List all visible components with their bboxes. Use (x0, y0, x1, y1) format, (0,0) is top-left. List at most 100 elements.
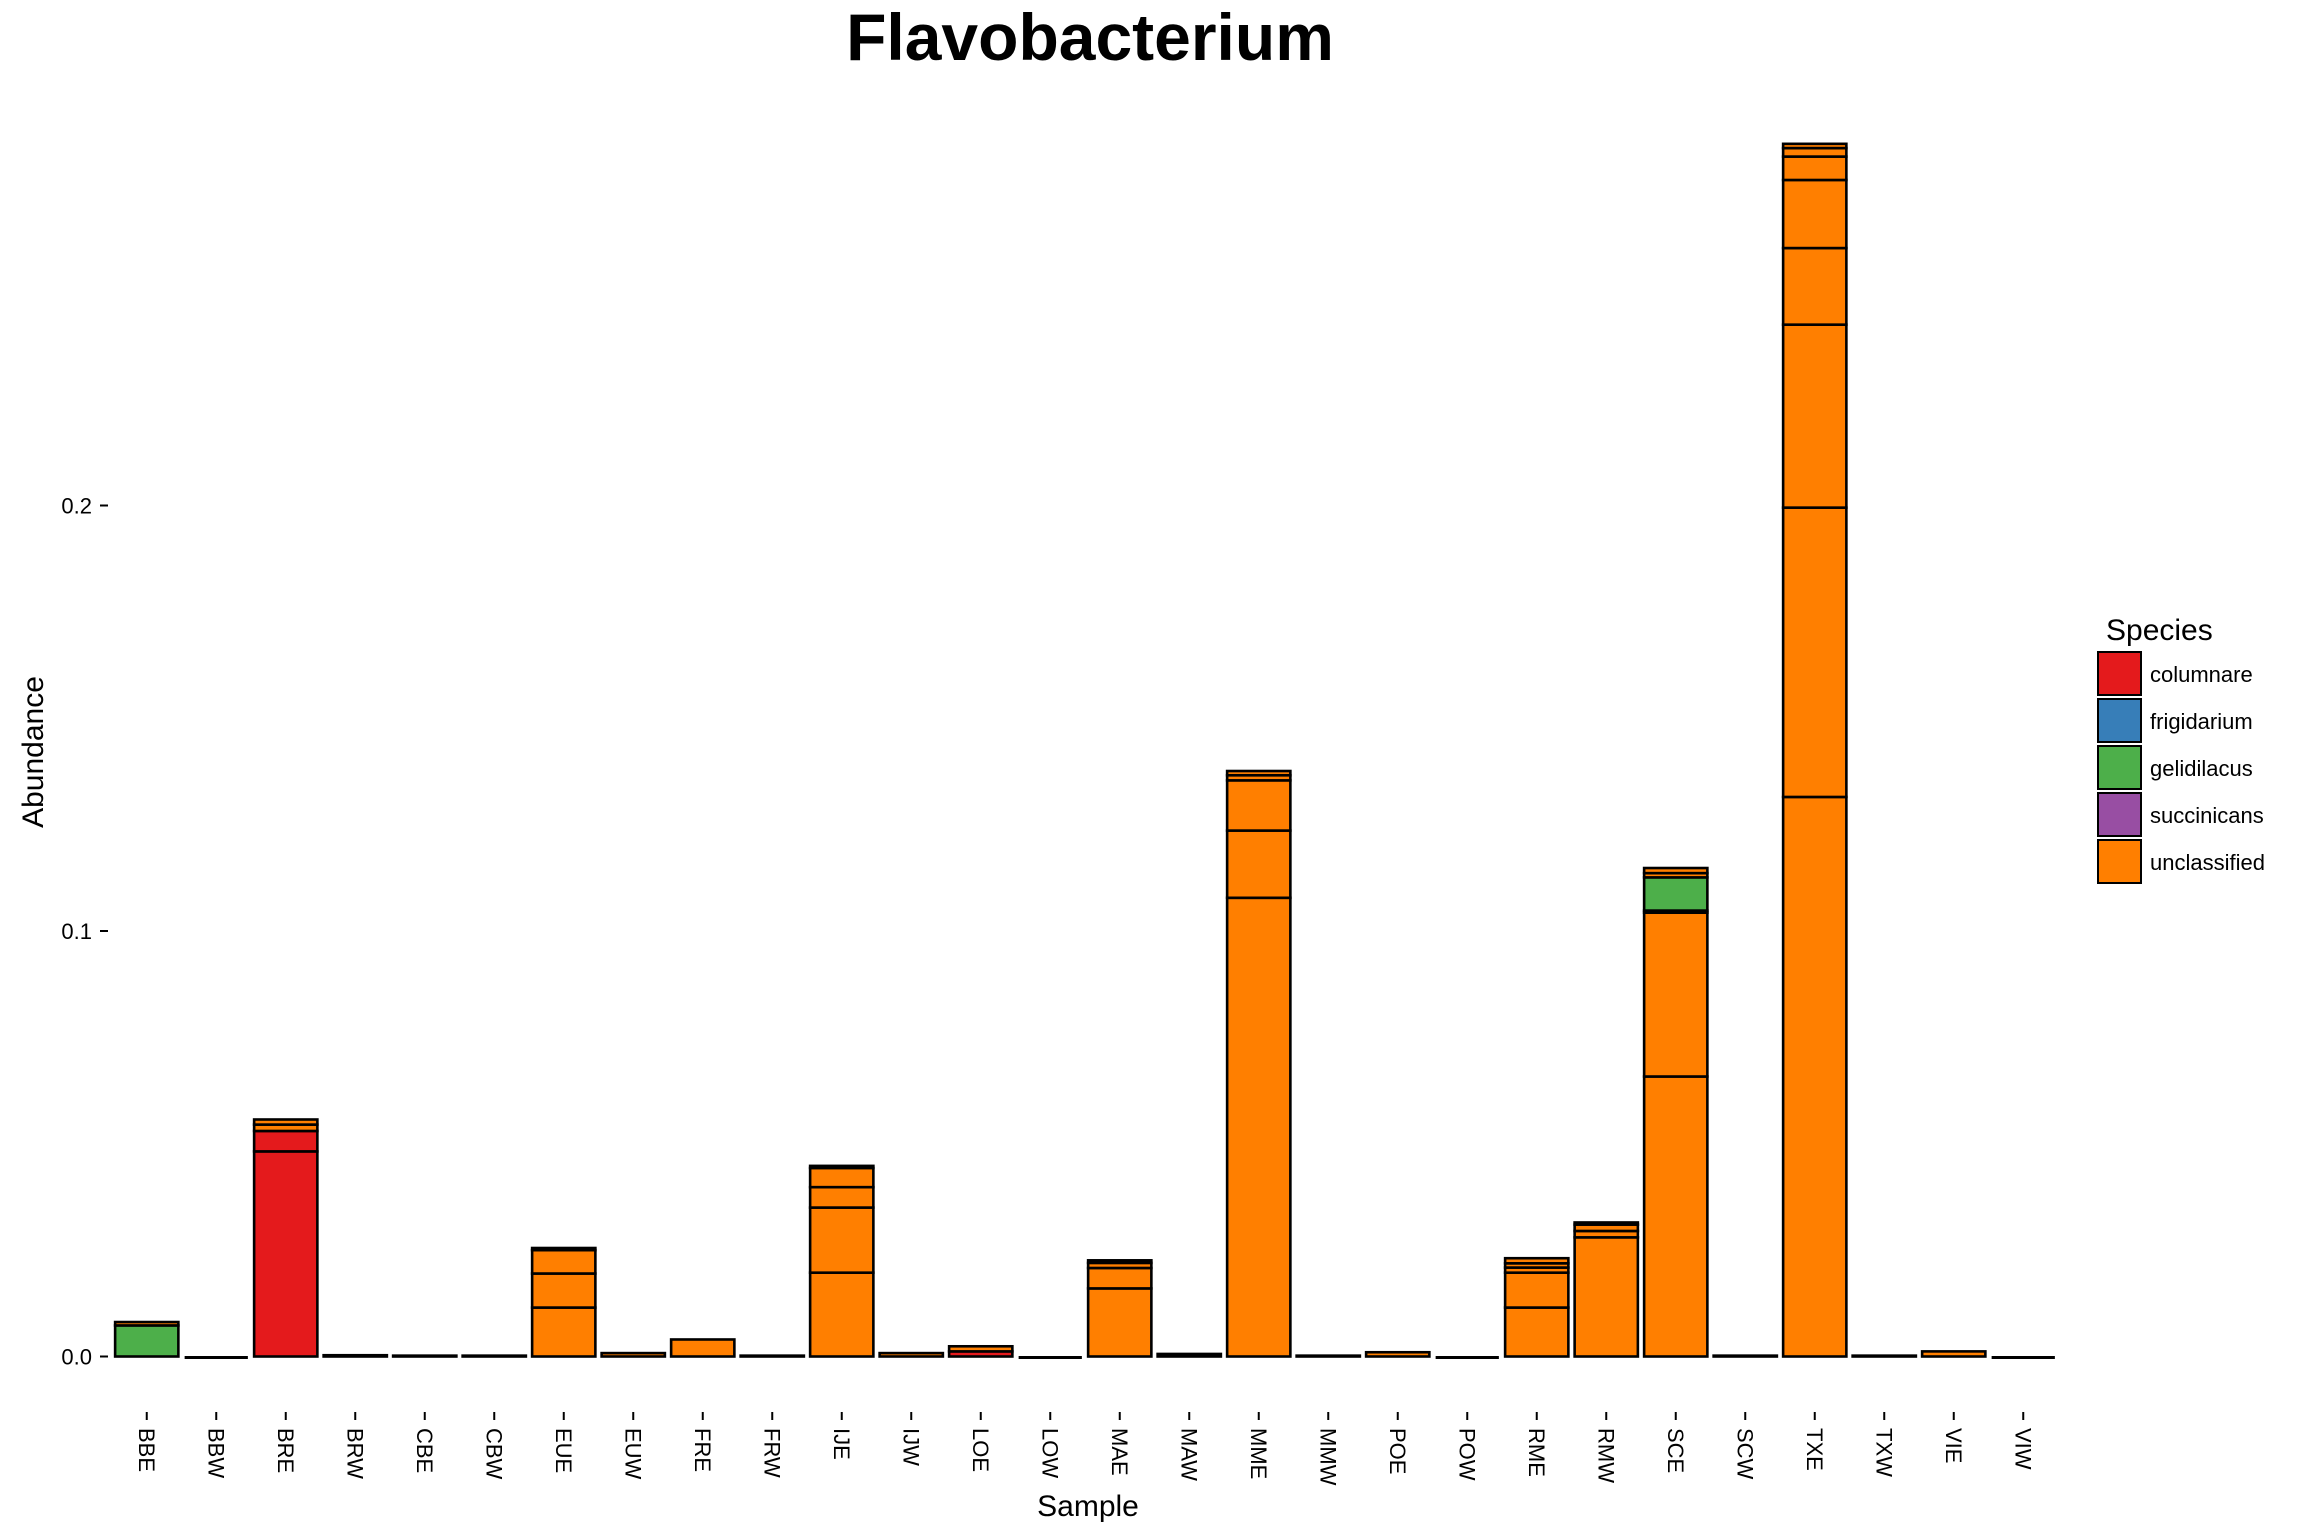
x-tick-label-cbe: CBE (412, 1428, 437, 1473)
bar-segment-mae-0 (1086, 1287, 1153, 1358)
bar-segment-rmw-3 (1573, 1221, 1640, 1226)
bar-segment-sce-3 (1642, 876, 1709, 912)
x-tick-label-viw: VIW (2010, 1428, 2035, 1470)
y-axis: 0.0 0.1 0.2 (61, 494, 108, 1370)
bar-segment-txe-5 (1781, 155, 1848, 182)
bar-segment-bre-1 (252, 1129, 319, 1153)
bar-segment-scw-0 (1712, 1354, 1779, 1358)
bar-segment-rme-4 (1503, 1256, 1570, 1265)
x-tick-label-bre: BRE (273, 1428, 298, 1473)
bar-segment-rme-0 (1503, 1306, 1570, 1358)
x-tick-label-mmw: MMW (1315, 1428, 1340, 1486)
x-tick-label-eue: EUE (551, 1428, 576, 1473)
bar-segment-ije-4 (808, 1164, 875, 1170)
x-axis: BBE BBW BRE BRW CBE CBW EUE EUW FRE FRW IJE IJW LOE L… (134, 1412, 2035, 1486)
x-tick-label-txw: TXW (1871, 1428, 1896, 1477)
bar-segment-eue-2 (530, 1248, 597, 1275)
bar-segment-mme-4 (1225, 769, 1292, 777)
bar-txe (1781, 142, 1848, 1358)
legend-swatch-columnare (2097, 651, 2142, 696)
bar-segment-vie-0 (1920, 1350, 1987, 1358)
bar-segment-mme-2 (1225, 779, 1292, 832)
bar-segment-txe-3 (1781, 246, 1848, 326)
x-tick-label-cbw: CBW (481, 1428, 506, 1480)
bar-segment-mae-1 (1086, 1266, 1153, 1290)
bar-cbw (461, 1354, 528, 1358)
chart-title: Flavobacterium (846, 0, 1334, 74)
legend-swatch-gelidilacus (2097, 745, 2142, 790)
bar-segment-txe-1 (1781, 506, 1848, 799)
bar-segment-ijw-0 (878, 1351, 945, 1358)
legend-label-unclassified: unclassified (2150, 850, 2265, 875)
bar-segment-euw-0 (600, 1351, 667, 1358)
x-tick-label-sce: SCE (1663, 1428, 1688, 1473)
bar-segment-frw-0 (739, 1354, 806, 1358)
bar-segment-rme-1 (1503, 1271, 1570, 1309)
legend-swatch-unclassified (2097, 839, 2142, 884)
bar-segment-txe-7 (1781, 142, 1848, 150)
x-tick-label-fre: FRE (690, 1428, 715, 1472)
legend-swatch-frigidarium (2097, 698, 2142, 743)
bar-segment-bre-0 (252, 1150, 319, 1358)
x-tick-label-scw: SCW (1732, 1428, 1757, 1480)
bar-segment-bbe-0 (113, 1324, 180, 1358)
bar-mme (1225, 769, 1292, 1358)
bar-mmw (1295, 1354, 1362, 1358)
x-tick-label-mme: MME (1246, 1428, 1271, 1479)
bar-segment-eue-3 (530, 1246, 597, 1252)
bar-frw (739, 1354, 806, 1358)
y-tick-label: 0.0 (61, 1345, 92, 1370)
bar-segment-poe-0 (1364, 1350, 1431, 1358)
bar-txw (1851, 1354, 1918, 1358)
bar-poe (1364, 1350, 1431, 1358)
bar-fre (669, 1338, 736, 1358)
bar-segment-loe-1 (947, 1344, 1014, 1353)
bar-segment-bre-3 (252, 1118, 319, 1126)
bar-loe (947, 1344, 1014, 1358)
y-axis-title: Abundance (17, 676, 50, 828)
bar-rmw (1573, 1221, 1640, 1358)
bar-segment-ije-2 (808, 1185, 875, 1209)
legend: Species columnare frigidarium gelidilacus s… (2097, 614, 2265, 884)
x-tick-label-txe: TXE (1802, 1428, 1827, 1471)
x-axis-title: Sample (1037, 1490, 1139, 1523)
bar-bre (252, 1118, 319, 1358)
bar-brw (322, 1353, 389, 1358)
bar-maw (1156, 1352, 1223, 1358)
bar-segment-sce-5 (1642, 866, 1709, 875)
bar-segment-fre-0 (669, 1338, 736, 1358)
bar-segment-ije-0 (808, 1271, 875, 1358)
bar-segment-txe-2 (1781, 323, 1848, 509)
bar-segment-rmw-0 (1573, 1236, 1640, 1358)
legend-swatch-succinicans (2097, 792, 2142, 837)
x-tick-label-euw: EUW (620, 1428, 645, 1480)
bar-segment-mme-1 (1225, 829, 1292, 900)
x-tick-label-vie: VIE (1941, 1428, 1966, 1463)
bar-bbe (113, 1320, 180, 1358)
bar-segment-txw-0 (1851, 1354, 1918, 1358)
legend-label-columnare: columnare (2150, 662, 2253, 687)
x-tick-label-loe: LOE (968, 1428, 993, 1472)
bar-segment-sce-0 (1642, 1075, 1709, 1358)
bar-segment-maw-0 (1156, 1352, 1223, 1358)
bar-segment-mme-0 (1225, 896, 1292, 1358)
legend-title: Species (2106, 614, 2213, 647)
bar-segment-mmw-0 (1295, 1354, 1362, 1358)
bar-segment-mae-3 (1086, 1259, 1153, 1265)
bar-segment-eue-1 (530, 1272, 597, 1309)
x-tick-label-ije: IJE (829, 1428, 854, 1460)
bar-segment-bbe-1 (113, 1320, 180, 1327)
x-tick-label-mae: MAE (1107, 1428, 1132, 1476)
x-tick-label-brw: BRW (342, 1428, 367, 1479)
bar-eue (530, 1246, 597, 1358)
bar-cbe (391, 1354, 458, 1358)
x-tick-label-ijw: IJW (898, 1428, 923, 1466)
bar-segment-eue-0 (530, 1306, 597, 1358)
legend-label-succinicans: succinicans (2150, 803, 2264, 828)
x-tick-label-rme: RME (1524, 1428, 1549, 1477)
bar-rme (1503, 1256, 1570, 1358)
bar-scw (1712, 1354, 1779, 1358)
x-tick-label-poe: POE (1385, 1428, 1410, 1474)
legend-label-frigidarium: frigidarium (2150, 709, 2253, 734)
